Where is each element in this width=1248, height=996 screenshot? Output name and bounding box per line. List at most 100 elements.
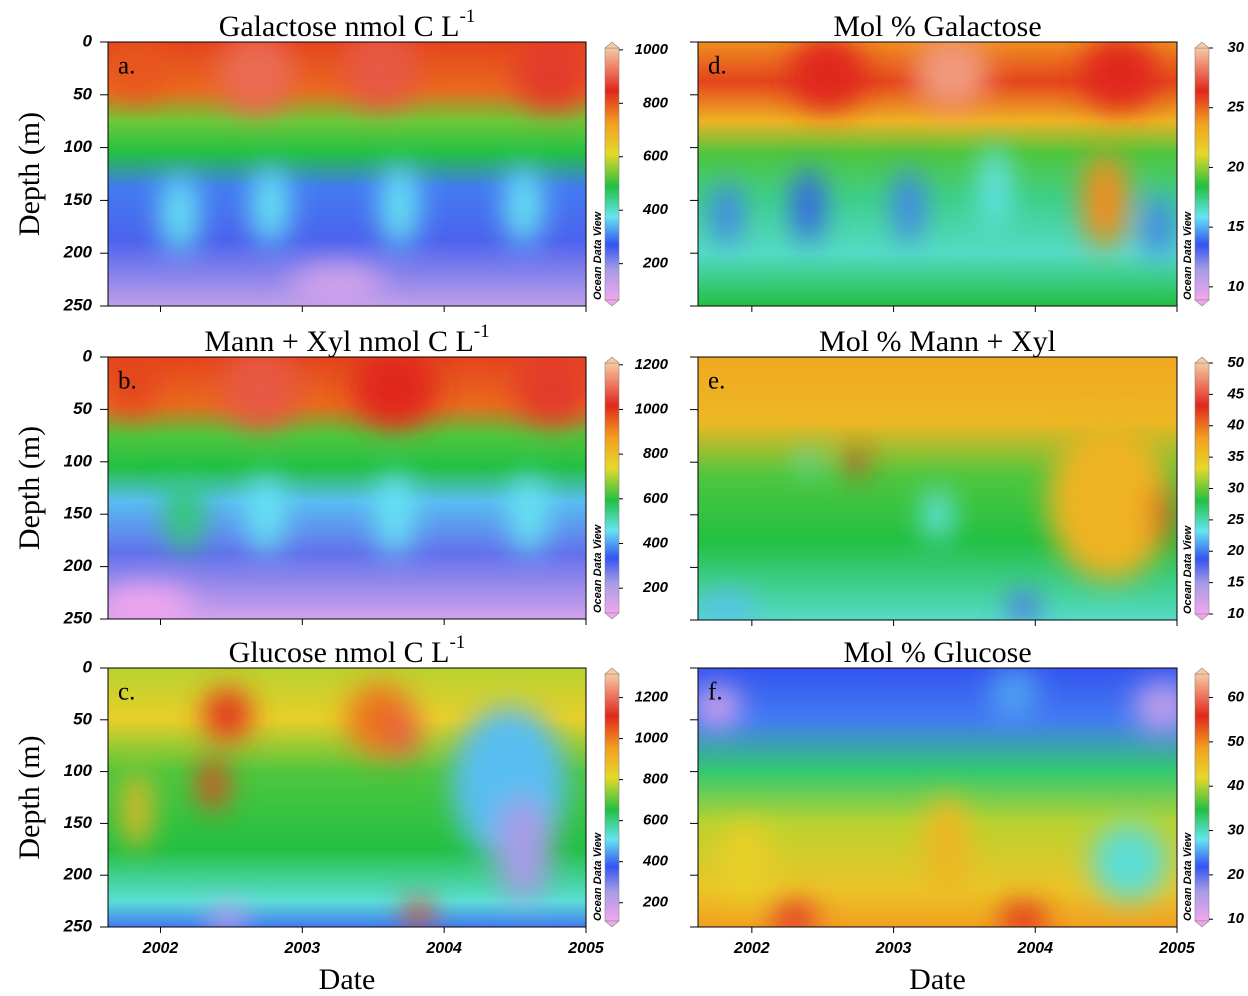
- field-feature: [122, 771, 152, 850]
- panel-title: Galactose nmol C L-1: [219, 6, 476, 43]
- colorbar-tick-label: 800: [643, 445, 669, 462]
- plot-frame: [697, 41, 1178, 307]
- field-feature: [509, 474, 548, 554]
- plot-frame: [107, 41, 587, 307]
- colorbar-bottom-arrow: [1194, 299, 1210, 307]
- colorbar-tick-label: 600: [643, 148, 669, 165]
- y-tick-label: 50: [73, 84, 92, 103]
- panel-title: Mann + Xyl nmol C L-1: [204, 321, 489, 358]
- colorbar-top-arrow: [604, 356, 620, 364]
- colorbar-tick-label: 200: [642, 255, 669, 272]
- colorbar-tick-label: 1200: [635, 689, 669, 706]
- panel-label: b.: [118, 368, 137, 395]
- field-feature: [251, 166, 290, 246]
- field-feature: [712, 181, 742, 246]
- field-feature: [198, 758, 228, 811]
- panel-label: a.: [118, 53, 135, 80]
- colorbar-tick-label: 50: [1227, 354, 1244, 371]
- field-feature: [246, 474, 285, 554]
- colorbar-tick-label: 30: [1227, 479, 1244, 496]
- y-axis-label: Depth (m): [13, 426, 46, 550]
- colorbar: [604, 673, 620, 922]
- colorbar-tick-label: 35: [1227, 448, 1244, 465]
- colorbar-tick-label: 10: [1227, 605, 1244, 622]
- field-feature: [798, 451, 818, 473]
- field-feature: [203, 688, 252, 741]
- y-tick-label: 150: [64, 190, 93, 209]
- y-axis-label: Depth (m): [13, 112, 46, 236]
- field-feature: [789, 42, 866, 111]
- colorbar-tick-label: 800: [643, 94, 669, 111]
- y-tick-label: 100: [64, 761, 93, 780]
- x-tick-label: 2005: [1158, 940, 1196, 957]
- y-tick-label: 0: [83, 346, 93, 365]
- colorbar-tick-label: 20: [1226, 158, 1244, 175]
- colorbar-watermark: Ocean Data View: [1182, 831, 1194, 921]
- y-tick-label: 50: [73, 709, 92, 728]
- colorbar-tick-label: 30: [1227, 39, 1244, 56]
- x-tick-label: 2004: [425, 940, 462, 957]
- field-feature: [351, 357, 438, 428]
- panel-title: Glucose nmol C L-1: [229, 632, 466, 669]
- field-feature: [1009, 591, 1039, 620]
- panel: 0 50 100 150 200 250 Galactose nmol C L-1 a. Dep…: [13, 6, 669, 314]
- field-feature: [980, 144, 1010, 230]
- panel: Mol % Mann + Xyl e. 10 15 20 25 30 35 40 45 50 Ocea…: [690, 325, 1245, 626]
- colorbar-tick-label: 20: [1226, 542, 1244, 559]
- y-tick-label: 50: [73, 399, 92, 418]
- field-feature: [894, 168, 924, 243]
- contour-field: [108, 668, 586, 927]
- field-feature: [108, 357, 156, 415]
- plot-frame: [107, 356, 587, 620]
- panel-label: c.: [118, 679, 135, 706]
- colorbar-bottom-arrow: [604, 920, 620, 928]
- field-feature: [380, 163, 419, 248]
- field-features: [712, 42, 1173, 259]
- colorbar-bottom-arrow: [1194, 613, 1210, 621]
- colorbar-watermark: Ocean Data View: [592, 210, 604, 300]
- colorbar-top-arrow: [1194, 356, 1210, 364]
- field-features: [108, 42, 586, 306]
- y-tick-label: 250: [63, 295, 93, 314]
- field-feature: [923, 797, 972, 902]
- field-features: [108, 357, 586, 619]
- field-feature: [717, 823, 775, 902]
- colorbar-tick-label: 600: [643, 490, 669, 507]
- colorbar-top-arrow: [604, 41, 620, 49]
- colorbar-tick-label: 10: [1227, 278, 1244, 295]
- field-feature: [923, 488, 952, 542]
- field-feature: [1081, 152, 1130, 248]
- field-feature: [1090, 823, 1168, 902]
- field-feature: [698, 686, 742, 728]
- field-feature: [514, 42, 586, 111]
- panel-label: e.: [708, 368, 725, 395]
- colorbar-tick-label: 600: [643, 812, 669, 829]
- contour-field: [698, 357, 1177, 620]
- field-feature: [165, 477, 204, 551]
- plot-frame: [697, 667, 1178, 928]
- y-tick-label: 0: [83, 31, 93, 50]
- colorbar: [604, 362, 620, 614]
- title-text: Galactose nmol C L: [219, 10, 460, 43]
- colorbar-tick-label: 1000: [635, 400, 669, 417]
- title-superscript: -1: [449, 632, 465, 653]
- colorbar-tick-label: 45: [1226, 385, 1244, 402]
- colorbar-tick-label: 25: [1226, 99, 1244, 116]
- y-tick-label: 200: [63, 243, 93, 262]
- colorbar: [1194, 673, 1210, 922]
- colorbar: [604, 47, 620, 301]
- colorbar-tick-label: 400: [642, 853, 669, 870]
- field-feature: [504, 166, 543, 246]
- x-tick-label: 2002: [142, 940, 179, 957]
- y-tick-label: 150: [64, 813, 93, 832]
- colorbar-tick-label: 200: [642, 894, 669, 911]
- colorbar-tick-label: 40: [1226, 417, 1244, 434]
- colorbar-tick-label: 25: [1226, 511, 1244, 528]
- title-text: Mann + Xyl nmol C L: [204, 325, 473, 358]
- colorbar-tick-label: 200: [642, 579, 669, 596]
- field-feature: [342, 42, 419, 108]
- field-feature: [846, 449, 866, 476]
- x-tick-label: 2002: [733, 940, 770, 957]
- field-feature: [160, 174, 199, 254]
- plot-frame: [697, 356, 1178, 621]
